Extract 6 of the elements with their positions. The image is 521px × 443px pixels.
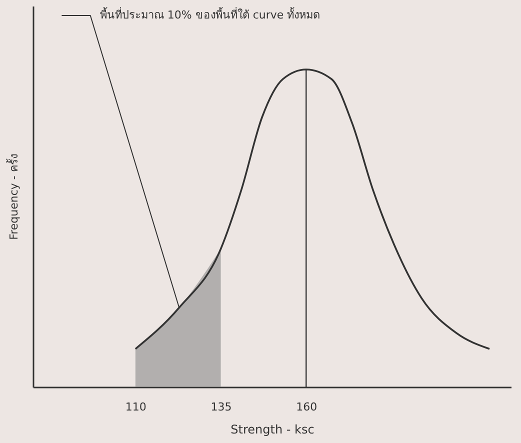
y-axis-title: Frequency - ครั้ง [6,154,20,240]
x-tick-label: 135 [210,400,232,414]
x-tick-label: 110 [125,400,146,414]
x-axis-title: Strength - ksc [230,422,314,436]
annotation: พื้นที่ประมาณ 10% ของพื้นที่ใต้ curve ทั้งหมด [100,6,320,22]
x-tick-label: 160 [296,400,318,414]
